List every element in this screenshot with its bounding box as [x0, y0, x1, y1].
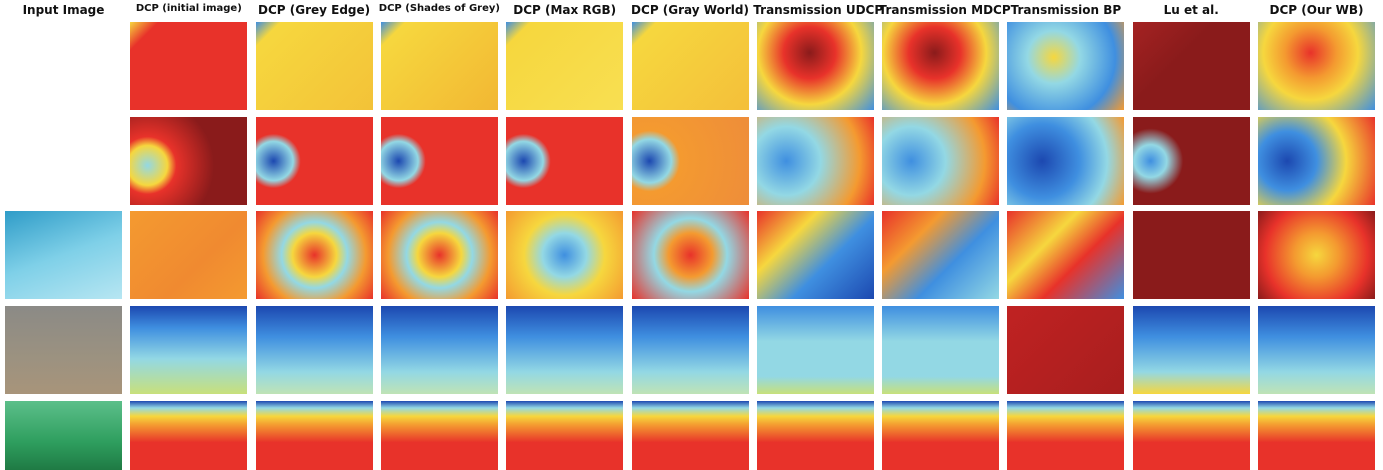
transmission-map — [757, 22, 874, 110]
transmission-map — [882, 306, 999, 394]
transmission-map — [1258, 306, 1375, 394]
transmission-map — [130, 117, 247, 205]
transmission-map — [256, 211, 373, 299]
transmission-map — [757, 211, 874, 299]
transmission-map — [1133, 117, 1250, 205]
column-header: Transmission UDCP — [753, 3, 877, 17]
transmission-map — [130, 401, 247, 470]
transmission-map — [1007, 306, 1124, 394]
transmission-map — [632, 401, 749, 470]
transmission-map — [757, 401, 874, 470]
input-image — [5, 117, 122, 205]
column-header: Transmission MDCP — [879, 3, 1003, 17]
column-header: DCP (Shades of Grey) — [377, 3, 501, 14]
transmission-map — [256, 401, 373, 470]
transmission-map — [381, 22, 498, 110]
transmission-map — [1133, 401, 1250, 470]
transmission-map — [632, 117, 749, 205]
input-image — [5, 22, 122, 110]
transmission-map — [882, 22, 999, 110]
input-image — [5, 306, 122, 394]
transmission-map — [632, 22, 749, 110]
transmission-map — [1133, 306, 1250, 394]
transmission-map — [506, 211, 623, 299]
transmission-map — [1133, 211, 1250, 299]
column-header: DCP (Grey Edge) — [252, 3, 376, 17]
transmission-map — [130, 22, 247, 110]
input-image — [5, 211, 122, 299]
transmission-map — [1258, 401, 1375, 470]
transmission-map — [506, 306, 623, 394]
transmission-map — [381, 211, 498, 299]
transmission-map — [1007, 401, 1124, 470]
column-header: Transmission BP — [1004, 3, 1128, 17]
transmission-map — [256, 22, 373, 110]
column-header: DCP (Max RGB) — [503, 3, 627, 17]
transmission-map — [506, 22, 623, 110]
transmission-map — [381, 401, 498, 470]
transmission-map — [1258, 211, 1375, 299]
transmission-map — [1007, 211, 1124, 299]
transmission-map — [130, 306, 247, 394]
column-header: Lu et al. — [1129, 3, 1253, 17]
transmission-map — [381, 306, 498, 394]
transmission-map — [381, 117, 498, 205]
transmission-map — [1258, 22, 1375, 110]
transmission-map — [256, 117, 373, 205]
transmission-map — [882, 401, 999, 470]
column-header: DCP (Our WB) — [1255, 3, 1379, 17]
transmission-map — [1007, 22, 1124, 110]
transmission-map — [130, 211, 247, 299]
column-header: DCP (Gray World) — [628, 3, 752, 17]
transmission-map — [1133, 22, 1250, 110]
column-header: Input Image — [2, 3, 126, 17]
transmission-map — [757, 117, 874, 205]
transmission-map — [632, 211, 749, 299]
column-header: DCP (initial image) — [127, 3, 251, 14]
transmission-map — [1007, 117, 1124, 205]
transmission-map — [882, 211, 999, 299]
transmission-map — [256, 306, 373, 394]
transmission-map — [1258, 117, 1375, 205]
transmission-map — [506, 401, 623, 470]
transmission-map — [757, 306, 874, 394]
transmission-map — [632, 306, 749, 394]
input-image — [5, 401, 122, 470]
transmission-map — [506, 117, 623, 205]
figure: Input ImageDCP (initial image)DCP (Grey … — [0, 0, 1383, 470]
transmission-map — [882, 117, 999, 205]
